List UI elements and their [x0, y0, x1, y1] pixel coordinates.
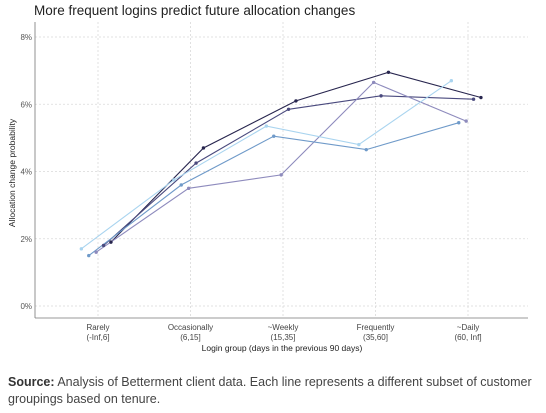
tick-labels: 0% 2% 4% 6% 8% Rarely(-Inf,6] Occasionally(6,1…: [20, 33, 481, 342]
y-tick-label: 2%: [20, 235, 32, 244]
x-tick-label: Rarely: [86, 323, 109, 332]
grid: [35, 22, 528, 318]
x-tick-label: ~Daily: [457, 323, 479, 332]
series-2-point: [379, 94, 383, 98]
x-tick-label: Frequently: [357, 323, 395, 332]
series-2-point: [471, 97, 476, 101]
caption-label: Source:: [8, 375, 55, 389]
series-1-point: [294, 99, 298, 103]
x-tick-label: ~Weekly: [268, 323, 299, 332]
series-5-point: [449, 79, 454, 83]
x-tick-range-label: (6,15]: [180, 333, 200, 342]
chart-title: More frequent logins predict future allo…: [34, 3, 356, 18]
series-3-point: [279, 173, 283, 177]
series-4-point: [457, 121, 461, 125]
x-tick-label: Occasionally: [168, 323, 213, 332]
series-5-point: [357, 142, 361, 147]
series-1-point: [386, 70, 391, 75]
series-5-point: [264, 124, 269, 128]
source-caption: Source: Analysis of Betterment client da…: [8, 374, 538, 408]
series-5-point: [79, 247, 84, 251]
y-axis-label: Allocation change probability: [7, 118, 17, 227]
y-tick-label: 0%: [20, 302, 32, 311]
series-4-point: [364, 147, 368, 152]
series-2-point: [286, 107, 291, 111]
series-1-point: [201, 146, 206, 150]
series-lines: [80, 71, 482, 257]
series-5-point: [172, 178, 176, 182]
series-2-point: [194, 161, 198, 165]
x-tick-range-label: (60, Inf]: [454, 333, 481, 342]
series-3-point: [371, 80, 376, 85]
series-3-point: [186, 186, 191, 191]
series-2-point: [101, 243, 106, 248]
y-tick-label: 4%: [20, 168, 32, 177]
series-1-point: [109, 240, 113, 244]
x-tick-range-label: (35,60]: [363, 333, 388, 342]
series-points: [79, 70, 483, 258]
chart: 0% 2% 4% 6% 8% Rarely(-Inf,6] Occasionally(6,1…: [7, 22, 528, 353]
series-1-point: [479, 95, 483, 100]
y-tick-label: 8%: [20, 33, 32, 42]
series-4-point: [87, 253, 91, 258]
caption-text: Analysis of Betterment client data. Each…: [8, 375, 532, 406]
series-3-point: [94, 250, 98, 254]
x-axis-label: Login group (days in the previous 90 day…: [202, 343, 363, 353]
series-line-4: [88, 122, 459, 257]
x-tick-range-label: (15,35]: [271, 333, 296, 342]
axes: [34, 22, 528, 319]
series-4-point: [179, 183, 183, 187]
x-tick-range-label: (-Inf,6]: [86, 333, 109, 342]
series-line-2: [103, 95, 474, 246]
series-4-point: [272, 134, 276, 138]
series-3-point: [464, 119, 468, 123]
y-tick-label: 6%: [20, 100, 32, 109]
